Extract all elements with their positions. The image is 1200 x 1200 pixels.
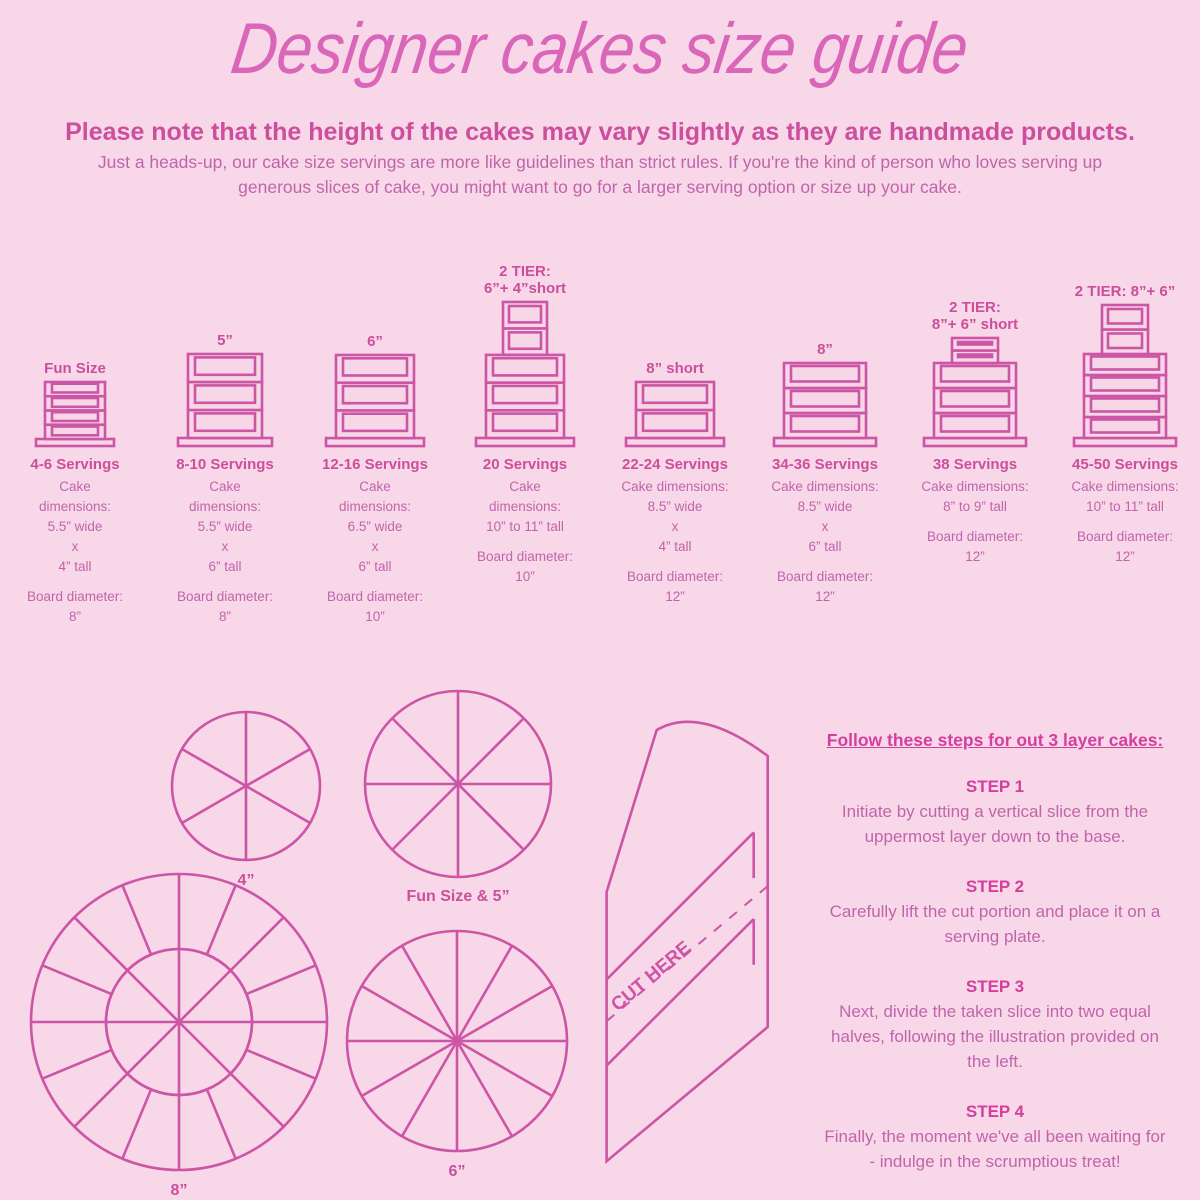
svg-text:CUT HERE: CUT HERE	[607, 937, 695, 1016]
